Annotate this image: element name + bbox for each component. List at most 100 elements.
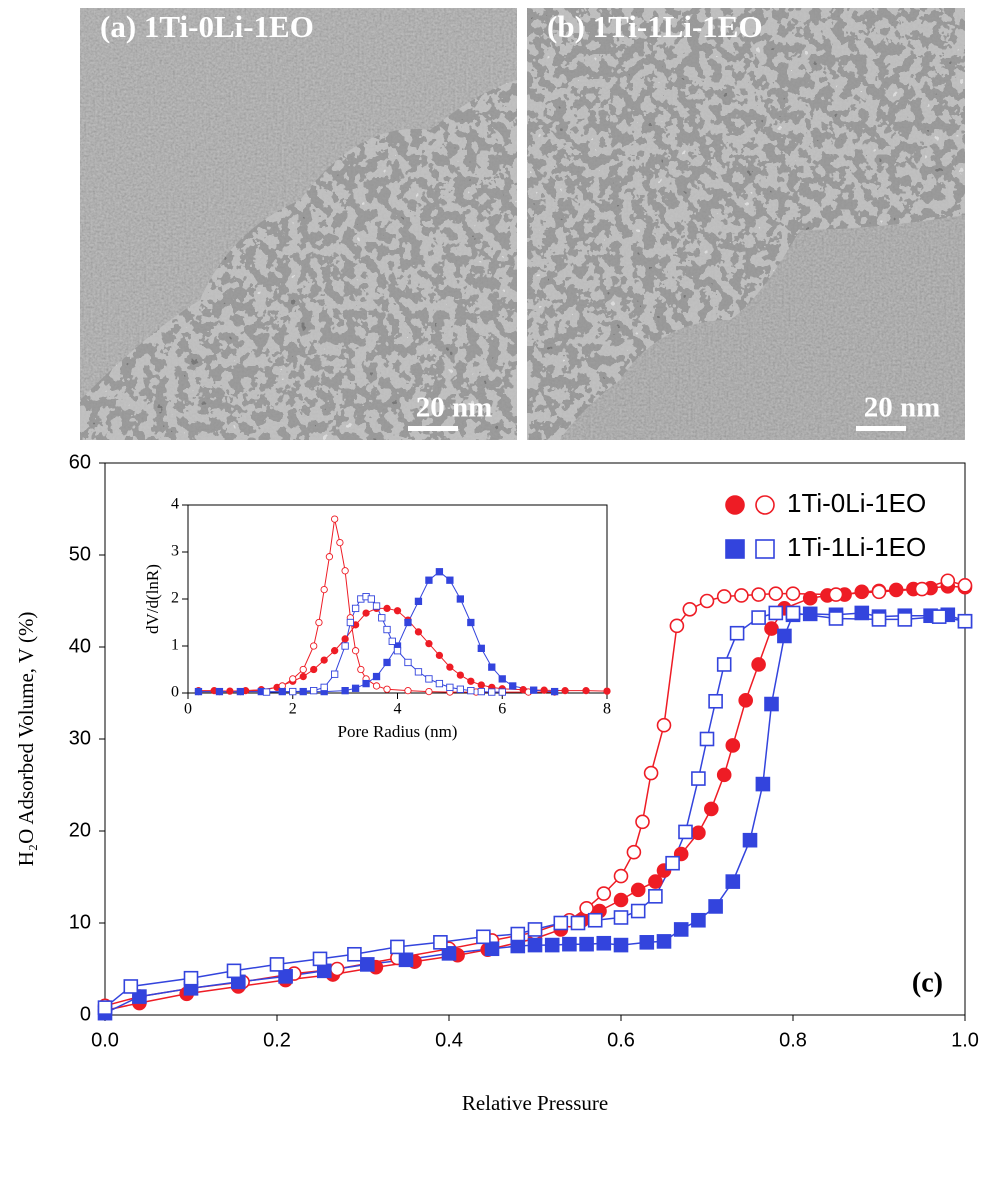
tem-image-a: (a) 1Ti-0Li-1EO 20 nm (80, 8, 517, 440)
x-tick-label: 2 (289, 701, 297, 718)
marker (708, 693, 723, 709)
marker (372, 682, 381, 690)
marker (802, 606, 818, 622)
marker (716, 589, 732, 604)
marker (359, 957, 375, 972)
x-tick-label: 0.4 (435, 1029, 463, 1051)
marker (446, 683, 454, 692)
x-tick-label: 0.2 (263, 1029, 291, 1051)
marker (425, 675, 433, 683)
marker (691, 771, 706, 786)
marker (550, 687, 559, 696)
marker (390, 939, 405, 955)
marker (613, 910, 629, 925)
marker (456, 595, 464, 603)
marker (299, 672, 307, 681)
marker (435, 568, 444, 576)
marker (755, 776, 771, 792)
marker (310, 665, 318, 674)
marker (570, 915, 586, 931)
marker (315, 618, 323, 627)
marker (477, 644, 485, 653)
marker (742, 832, 758, 848)
marker (123, 979, 139, 994)
marker (764, 696, 779, 712)
marker (648, 874, 663, 889)
marker (498, 675, 506, 683)
marker (871, 584, 887, 600)
marker (299, 665, 307, 674)
marker (871, 612, 887, 627)
marker (477, 681, 485, 689)
marker (341, 635, 349, 643)
y-tick-label: 0 (80, 1003, 91, 1025)
marker (310, 687, 318, 695)
marker (414, 597, 423, 606)
marker (404, 658, 412, 667)
marker (527, 922, 543, 937)
marker (656, 934, 672, 949)
marker (603, 687, 611, 695)
x-tick-label: 0.6 (607, 1029, 635, 1051)
marker (357, 665, 365, 674)
marker (562, 936, 577, 952)
marker (725, 495, 745, 515)
marker (488, 688, 496, 696)
marker (477, 687, 485, 696)
marker (596, 935, 612, 951)
marker (215, 687, 224, 696)
marker (383, 685, 391, 693)
marker (540, 686, 548, 694)
marker (476, 929, 491, 945)
y-tick-label: 40 (69, 635, 91, 657)
marker (467, 677, 475, 685)
marker (764, 621, 779, 636)
marker (488, 663, 496, 671)
marker (957, 613, 973, 629)
marker (425, 576, 433, 584)
y-axis-label: dV/d(lnR) (143, 564, 162, 634)
marker (635, 814, 650, 830)
marker (828, 587, 844, 602)
marker (351, 604, 360, 613)
marker (316, 963, 332, 979)
marker (346, 618, 355, 627)
marker (582, 687, 590, 695)
x-tick-label: 8 (603, 701, 611, 718)
marker (362, 679, 370, 688)
panel-label: (a) 1Ti-0Li-1EO (100, 9, 314, 44)
marker (785, 605, 801, 621)
marker (435, 679, 444, 688)
marker (643, 765, 659, 781)
marker (510, 926, 526, 942)
marker (691, 912, 706, 928)
marker (414, 628, 423, 636)
x-tick-label: 0.8 (779, 1029, 807, 1051)
marker (613, 868, 629, 884)
marker (388, 637, 396, 645)
marker (725, 738, 741, 753)
marker (404, 687, 412, 695)
inset-chart: 0 2 4 6 8 0 1 2 3 4 Pore Radius (nm) dV/d(lnR) (143, 496, 611, 741)
marker (914, 581, 930, 597)
marker (828, 611, 844, 626)
marker (320, 683, 328, 692)
scale-bar (408, 426, 458, 431)
marker (320, 656, 328, 664)
marker (897, 612, 913, 627)
y-tick-label: 30 (69, 727, 91, 749)
marker (435, 651, 444, 660)
marker (367, 595, 375, 603)
marker (888, 582, 904, 598)
marker (656, 717, 672, 733)
legend-label: 1Ti-1Li-1EO (787, 532, 926, 562)
marker (669, 618, 685, 634)
marker (699, 731, 715, 747)
y-tick-label: 20 (69, 819, 91, 841)
marker (682, 601, 698, 617)
marker (509, 682, 517, 690)
marker (226, 687, 234, 695)
marker (678, 824, 693, 840)
marker (183, 970, 199, 986)
